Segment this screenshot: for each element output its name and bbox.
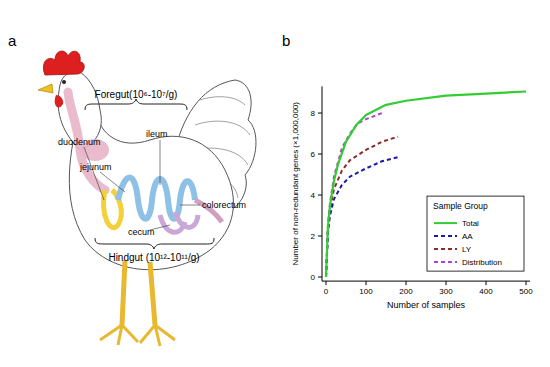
series-line xyxy=(326,157,398,277)
x-axis xyxy=(322,281,530,282)
series-line xyxy=(326,113,382,277)
organ-label: colorectum xyxy=(202,200,246,210)
legend-label: AA xyxy=(462,232,473,241)
legend-swatch xyxy=(434,248,457,250)
x-tick-label: 400 xyxy=(479,287,493,296)
y-tick-label: 0 xyxy=(311,273,316,282)
x-tick-label: 100 xyxy=(359,287,373,296)
legend-swatch xyxy=(434,222,457,224)
x-tick xyxy=(486,281,487,285)
foregut-label: Foregut(10⁶-10⁷/g) xyxy=(95,89,178,100)
hindgut-label: Hindgut (10¹²-10¹¹/g) xyxy=(108,252,199,263)
y-tick-label: 4 xyxy=(311,191,316,200)
organ-label: duodenum xyxy=(58,137,101,147)
x-tick xyxy=(446,281,447,285)
organ-label: jejunum xyxy=(79,162,112,172)
series-line xyxy=(326,92,526,277)
y-tick xyxy=(318,236,322,237)
chicken-illustration xyxy=(38,51,256,346)
legend-label: Total xyxy=(462,219,479,228)
series-line xyxy=(326,137,398,277)
panel-label: a xyxy=(8,32,17,49)
legend: Sample Group Total AA LY Distribution xyxy=(427,196,524,271)
y-tick-label: 8 xyxy=(311,109,316,118)
x-tick xyxy=(406,281,407,285)
y-tick-label: 2 xyxy=(311,232,316,241)
panel-label: b xyxy=(282,32,290,49)
y-tick xyxy=(318,154,322,155)
figure: a b Foregut(10⁶-10⁷/g) Hindgut (10¹²-10¹¹/g… xyxy=(0,0,550,367)
legend-swatch xyxy=(434,235,457,237)
x-axis-label: Number of samples xyxy=(387,300,466,310)
y-axis-label: Number of non-redundant genes (×1,000,00… xyxy=(291,102,300,266)
y-tick-label: 6 xyxy=(311,150,316,159)
organ-label: ileum xyxy=(146,129,168,139)
x-tick-label: 0 xyxy=(324,287,329,296)
legend-swatch xyxy=(434,261,457,263)
legend-title: Sample Group xyxy=(433,201,488,211)
legend-box xyxy=(427,196,524,271)
x-tick xyxy=(366,281,367,285)
x-tick-label: 300 xyxy=(439,287,453,296)
x-tick-label: 500 xyxy=(519,287,533,296)
x-tick xyxy=(326,281,327,285)
legend-label: LY xyxy=(462,245,472,254)
organ-label: cecum xyxy=(128,227,155,237)
legend-label: Distribution xyxy=(462,258,502,267)
x-tick xyxy=(526,281,527,285)
y-tick xyxy=(318,277,322,278)
x-tick-label: 200 xyxy=(399,287,413,296)
y-tick xyxy=(318,113,322,114)
y-tick xyxy=(318,195,322,196)
series-group xyxy=(326,92,526,277)
y-axis xyxy=(322,86,323,281)
